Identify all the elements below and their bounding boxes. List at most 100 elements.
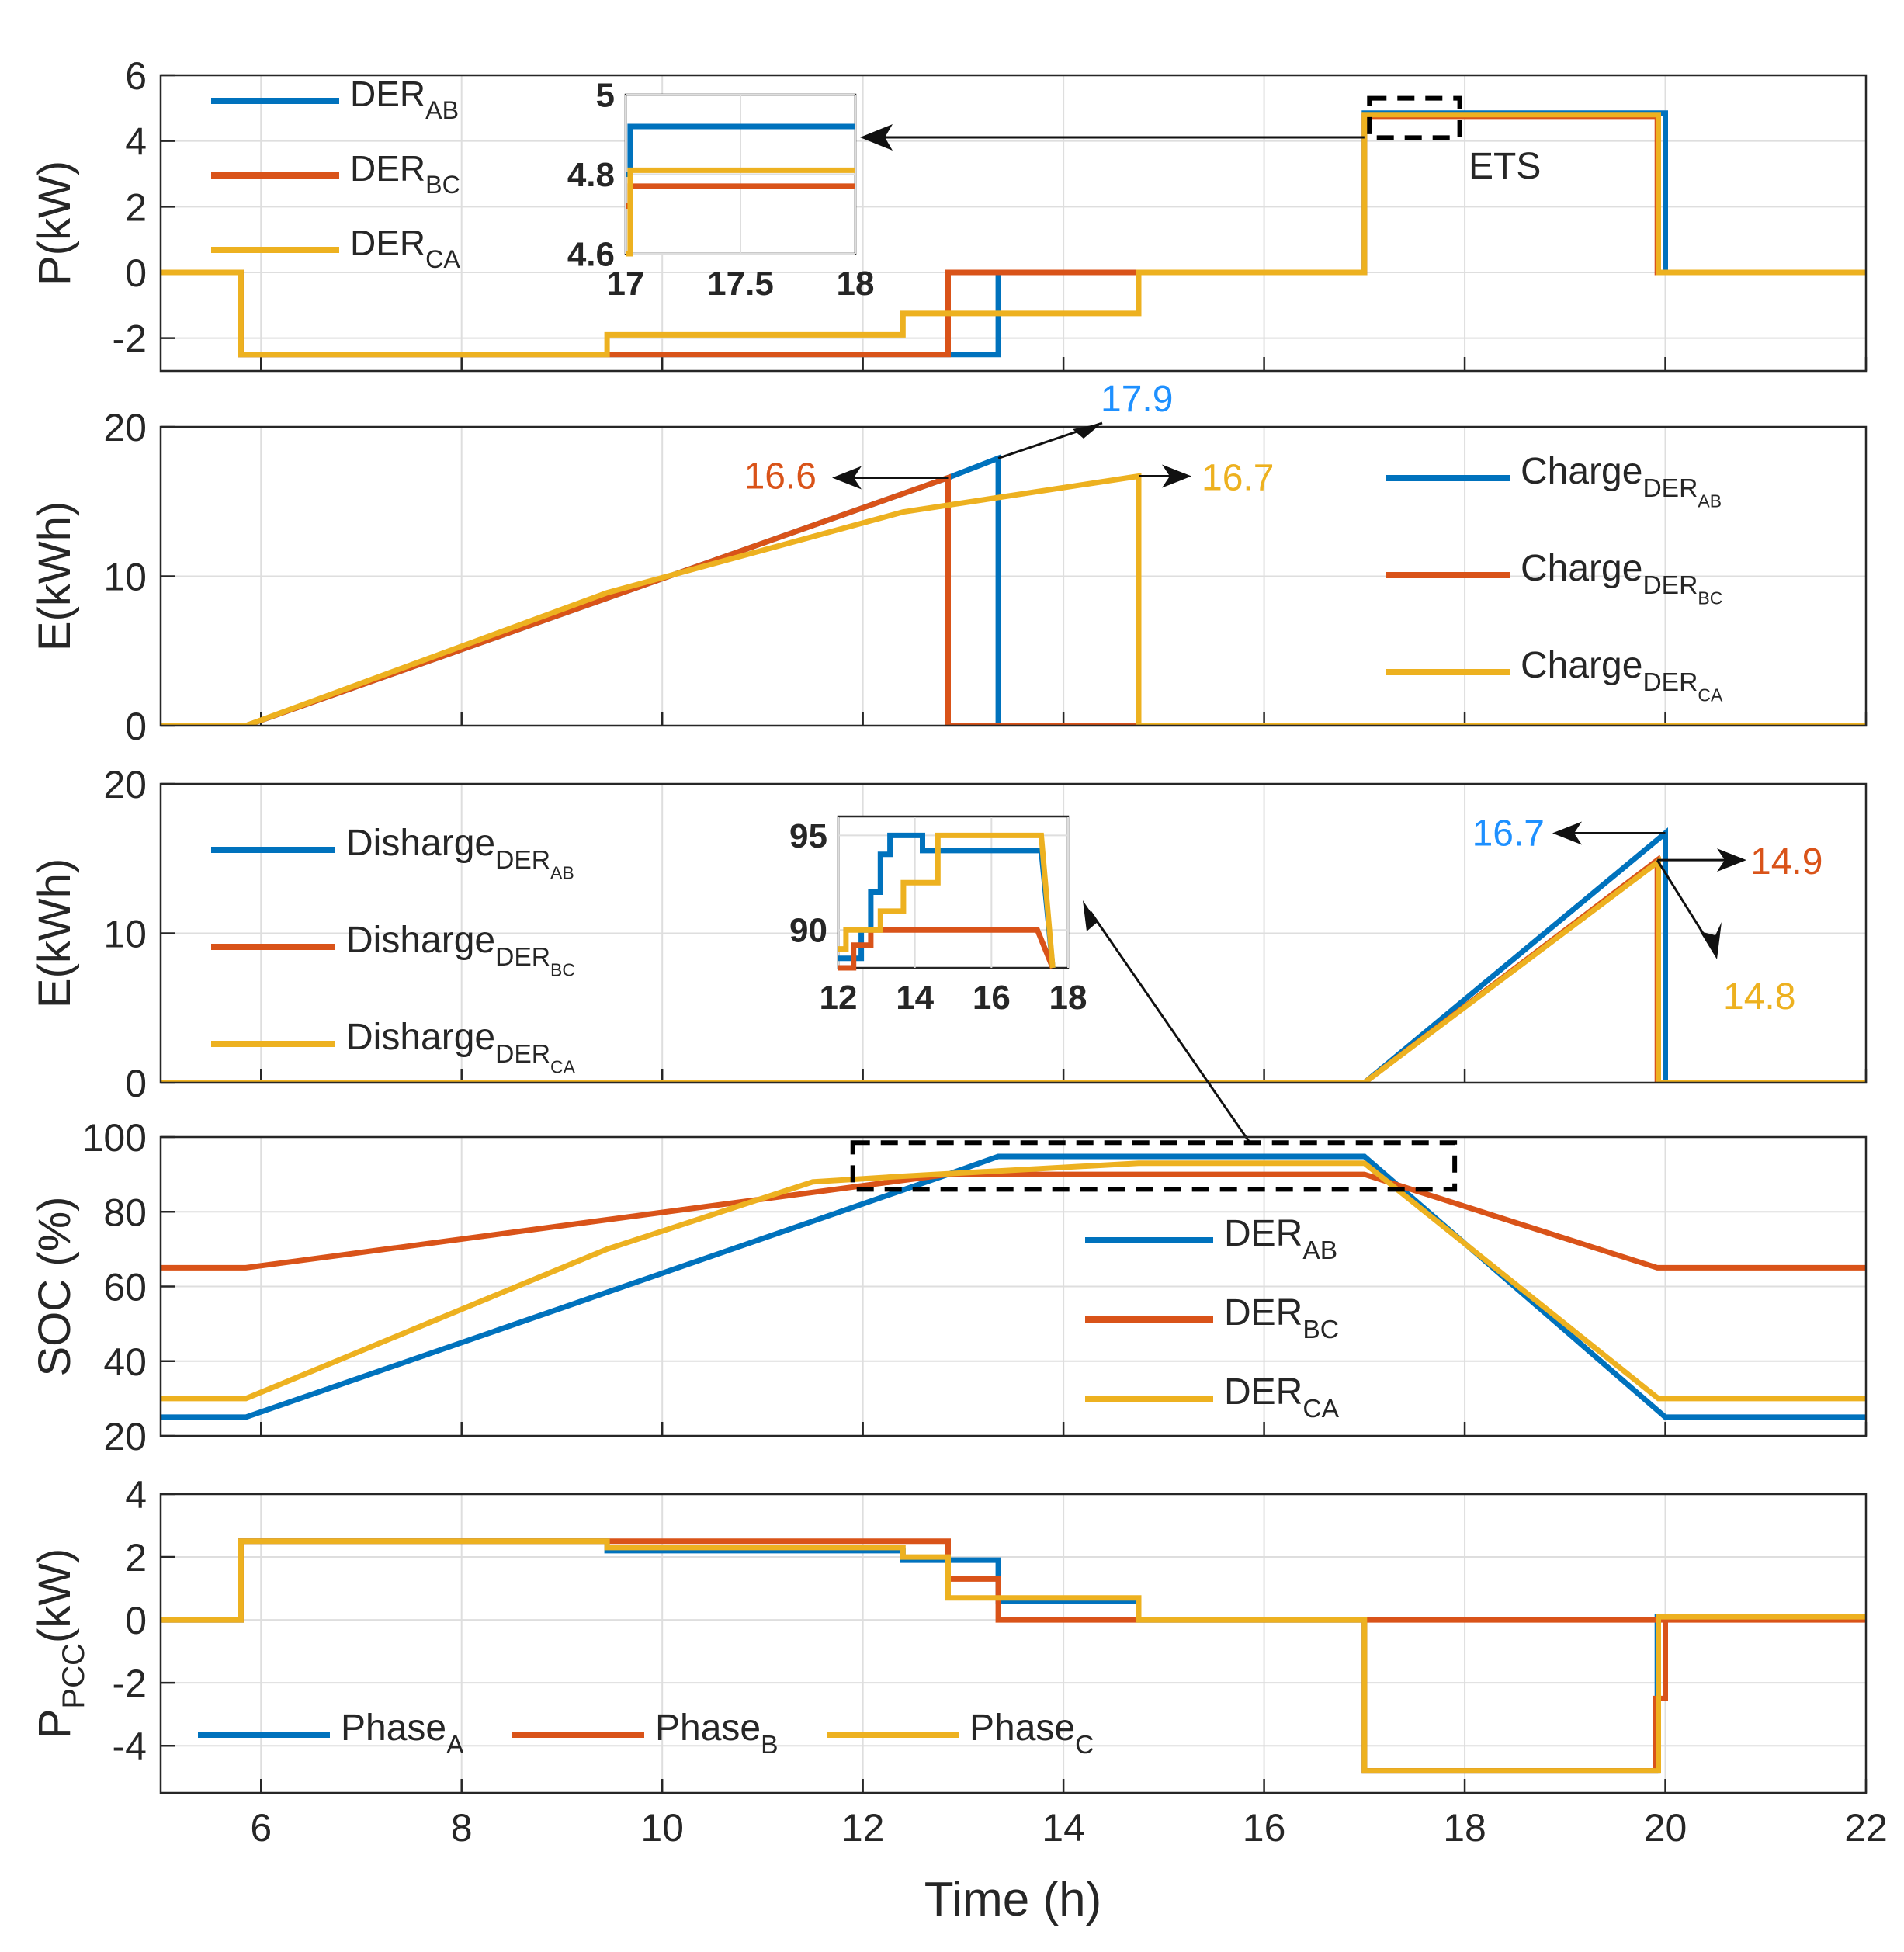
series-group xyxy=(161,1538,1866,1774)
inset-x-tick-label: 12 xyxy=(820,979,858,1017)
inset-y-tick-label: 4.6 xyxy=(567,235,615,273)
x-tick-label: 12 xyxy=(841,1806,885,1850)
value-label-149: 14.9 xyxy=(1750,841,1822,882)
arrowhead-148 xyxy=(1700,922,1722,959)
plot-frame xyxy=(159,74,1868,373)
legend-p4-label: DERCA xyxy=(1224,1371,1340,1423)
y-axis-label: E(kWh) xyxy=(29,858,80,1008)
x-axis-label: Time (h) xyxy=(924,1873,1101,1926)
y-tick-label: -4 xyxy=(113,1725,147,1768)
legend-p3-label: DishargeDERBC xyxy=(346,920,575,979)
legend-p5-label: PhaseA xyxy=(341,1708,464,1760)
series-DER_BC xyxy=(161,1171,1866,1271)
plot-frame xyxy=(159,1135,1868,1437)
x-tick-label: 10 xyxy=(640,1806,684,1850)
y-tick-label: 100 xyxy=(82,1116,147,1160)
panel-p5: -4 -2 0 2 4 PPCC(kW) 6 8 10 12 14 16 18 20 22 PhaseA Pha… xyxy=(29,1473,1888,1850)
y-tick-label: 2 xyxy=(125,185,147,229)
y-tick-label: 40 xyxy=(103,1340,147,1384)
series-DER_CA xyxy=(161,1160,1866,1402)
legend-p4-label: DERBC xyxy=(1224,1292,1339,1344)
inset-series-DER_CA xyxy=(838,832,1056,969)
inset-y-tick-label: 95 xyxy=(789,817,827,855)
plot-frame xyxy=(159,782,1868,1084)
legend-p2-label: ChargeDERCA xyxy=(1521,645,1723,705)
arrowhead-167 xyxy=(1552,821,1582,845)
legend-p2-label: ChargeDERBC xyxy=(1521,548,1722,608)
series-Charge_DER_BC xyxy=(161,473,1866,726)
inset-x-tick-label: 17 xyxy=(607,265,645,303)
value-label-148: 14.8 xyxy=(1723,976,1795,1018)
x-tick-label: 8 xyxy=(451,1806,473,1850)
legend-p3-label: DishargeDERAB xyxy=(346,823,574,882)
y-tick-label: -2 xyxy=(113,317,147,361)
legend-p1-label: DERCA xyxy=(350,223,460,273)
series-group xyxy=(161,110,1866,358)
arrowhead-179 xyxy=(1073,423,1102,439)
y-tick-label: 10 xyxy=(103,913,147,956)
x-tick-label: 16 xyxy=(1243,1806,1286,1850)
zoom-dashed-box xyxy=(850,1140,1458,1192)
inset-x-tick-label: 14 xyxy=(896,979,934,1017)
y-tick-label: 4 xyxy=(125,120,147,164)
y-tick-label: 4 xyxy=(125,1473,147,1517)
series-group xyxy=(161,454,1866,726)
y-tick-label: 60 xyxy=(103,1266,147,1309)
y-axis-label: PPCC(kW) xyxy=(29,1548,91,1739)
plot-frame xyxy=(159,425,1868,727)
x-tick-label: 22 xyxy=(1844,1806,1888,1850)
value-label-166: 16.6 xyxy=(744,456,817,497)
series-DER_CA xyxy=(161,112,1866,358)
arrowhead-149 xyxy=(1717,848,1746,872)
value-label-167: 16.7 xyxy=(1202,458,1274,499)
y-tick-label: 0 xyxy=(125,1599,147,1642)
x-tick-label: 20 xyxy=(1644,1806,1687,1850)
ets-dashed-box xyxy=(1367,95,1462,140)
inset-series-DER_BC xyxy=(838,927,1056,971)
series-Charge_DER_CA xyxy=(161,473,1866,726)
series-Charge_DER_AB xyxy=(161,454,1866,726)
legend-p2-label: ChargeDERAB xyxy=(1521,451,1722,511)
y-tick-label: 0 xyxy=(125,251,147,295)
x-tick-label: 18 xyxy=(1443,1806,1486,1850)
legend-p4-label: DERAB xyxy=(1224,1213,1337,1265)
panels: -2 0 2 4 6 P(kW) DERAB DERBC DERCA 17 17.5 18 4.6 4.8… xyxy=(29,54,1888,1850)
series-DER_AB xyxy=(161,1153,1866,1420)
inset-y-tick-label: 5 xyxy=(596,76,615,114)
arrowhead-167 xyxy=(1162,464,1191,488)
inset-y-tick-label: 90 xyxy=(789,912,827,950)
inset-x-tick-label: 18 xyxy=(837,265,875,303)
y-tick-label: 80 xyxy=(103,1191,147,1234)
inset-pointer-arrowhead xyxy=(1083,900,1098,931)
y-axis-label: E(kWh) xyxy=(29,501,80,651)
y-tick-label: 6 xyxy=(125,54,147,98)
y-tick-label: 20 xyxy=(103,763,147,806)
ets-label: ETS xyxy=(1469,146,1541,187)
value-label-167: 16.7 xyxy=(1472,813,1545,855)
legend-p1-label: DERBC xyxy=(350,148,460,199)
series-Phase_C xyxy=(161,1538,1866,1774)
legend-p1-label: DERAB xyxy=(350,74,459,124)
plot-frame xyxy=(159,1493,1868,1794)
y-tick-label: 0 xyxy=(125,1062,147,1105)
legend-p5-label: PhaseC xyxy=(969,1708,1094,1760)
y-tick-label: 20 xyxy=(103,1415,147,1458)
x-tick-label: 14 xyxy=(1042,1806,1085,1850)
y-axis-label: SOC (%) xyxy=(29,1197,80,1377)
panel-p1: -2 0 2 4 6 P(kW) DERAB DERBC DERCA 17 17.5 18 4.6 4.8… xyxy=(29,54,1868,373)
y-axis-label: P(kW) xyxy=(29,161,80,286)
legend-p3-label: DishargeDERCA xyxy=(346,1017,576,1077)
panel-p3: 0 10 20 E(kWh) DishargeDERAB DishargeDERBC Dis… xyxy=(29,763,1868,1143)
panel-p2: 0 10 20 E(kWh) ChargeDERAB ChargeDERBC ChargeD… xyxy=(29,379,1868,748)
legend-p5-label: PhaseB xyxy=(655,1708,779,1760)
inset-x-tick-label: 16 xyxy=(973,979,1011,1017)
arrowhead-166 xyxy=(832,466,862,490)
y-tick-label: 2 xyxy=(125,1536,147,1579)
series-group xyxy=(161,1153,1866,1420)
inset-pointer-line xyxy=(1089,911,1251,1143)
inset-y-tick-label: 4.8 xyxy=(567,156,615,194)
value-label-179: 17.9 xyxy=(1101,379,1173,420)
